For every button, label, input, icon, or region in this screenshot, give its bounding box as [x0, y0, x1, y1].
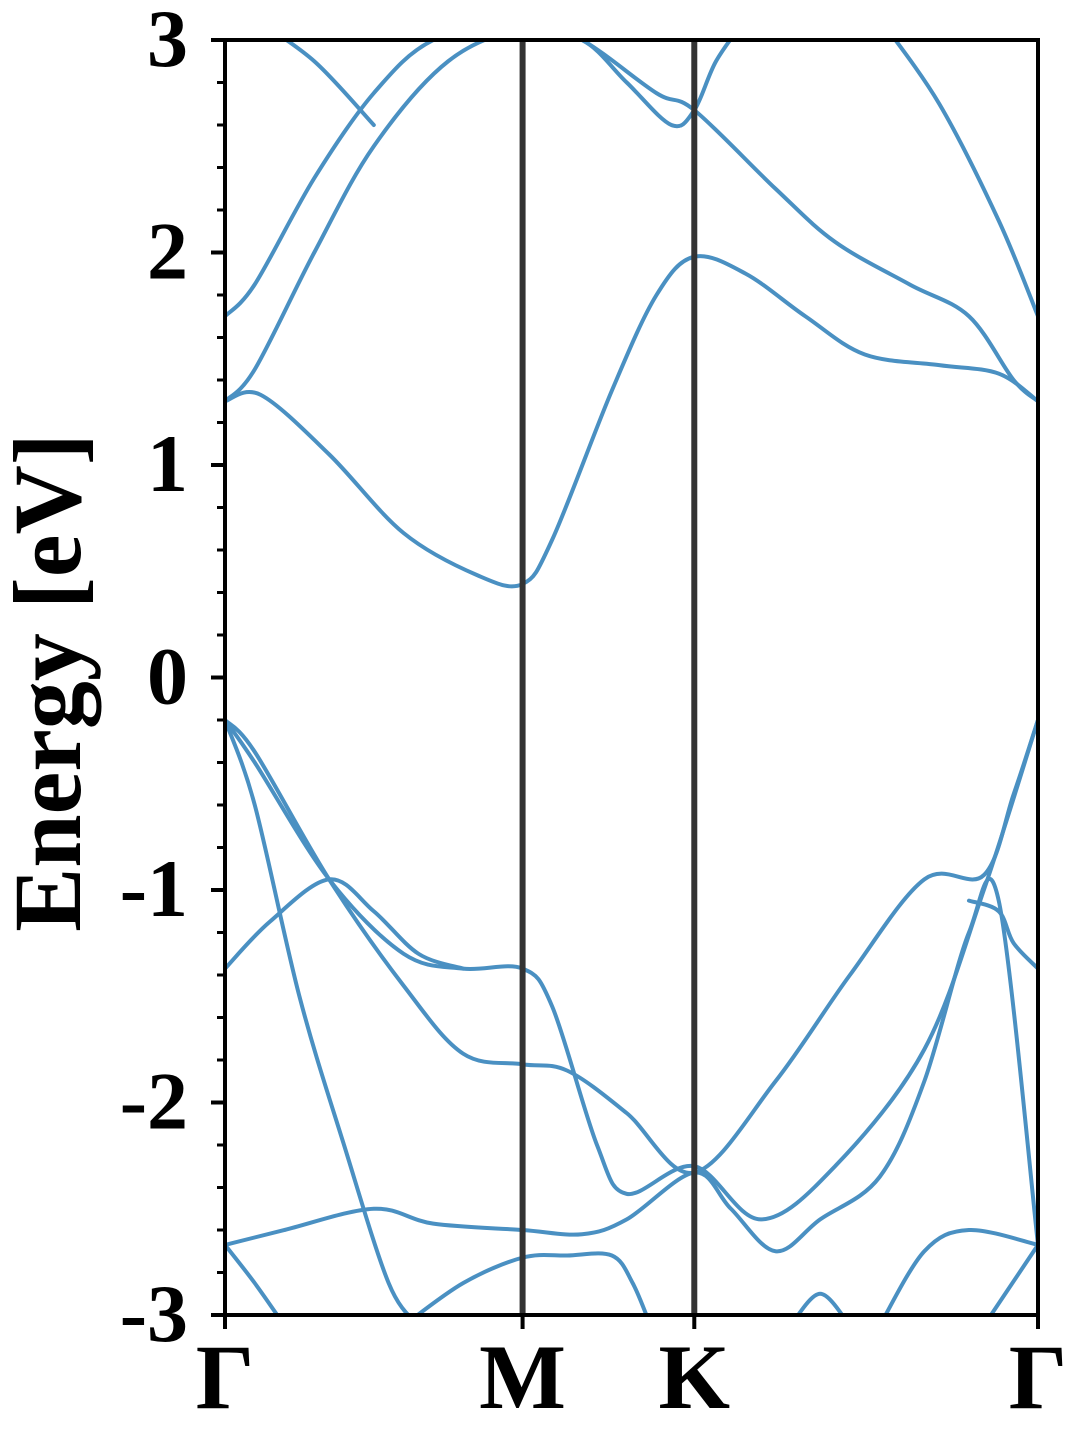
band-line-13 [414, 1251, 649, 1315]
y-axis-label: Energy [eV] [0, 433, 101, 932]
band-line-11 [225, 877, 1038, 1254]
band-line-8 [225, 877, 466, 971]
band-line-2 [225, 40, 733, 404]
y-tick-label: 1 [147, 418, 188, 509]
y-tick-label: -2 [120, 1056, 188, 1147]
band-line-14 [795, 1291, 845, 1315]
band-line-7 [225, 718, 1038, 1175]
y-tick-label: -1 [120, 843, 188, 934]
band-line-10 [225, 718, 411, 1315]
band-line-3 [283, 40, 376, 127]
x-tick-label-m: M [479, 1326, 566, 1428]
axes [223, 38, 1040, 1317]
band-line-15 [883, 1227, 1038, 1315]
high-symmetry-dividers [519, 40, 698, 1315]
plot-frame [223, 38, 1040, 1317]
band-line-12 [225, 1242, 280, 1315]
band-line-6 [225, 718, 1038, 1222]
x-tick-label-gamma: Γ [196, 1326, 255, 1428]
band-line-16 [988, 1242, 1038, 1315]
x-tick-label-gamma: Γ [1009, 1326, 1068, 1428]
band-line-5 [892, 40, 1038, 319]
y-tick-label: -3 [120, 1268, 188, 1359]
band-line-9 [966, 898, 1038, 971]
band-line-4 [225, 254, 1038, 589]
x-tick-label-k: K [659, 1326, 731, 1428]
y-tick-label: 2 [147, 206, 188, 297]
y-ticks: 3 2 1 0 -1 -2 -3 [120, 0, 225, 1359]
y-tick-label: 3 [147, 0, 188, 84]
band-lines [225, 40, 1038, 1315]
band-line-1 [225, 40, 1038, 404]
y-tick-label: 0 [147, 631, 188, 722]
